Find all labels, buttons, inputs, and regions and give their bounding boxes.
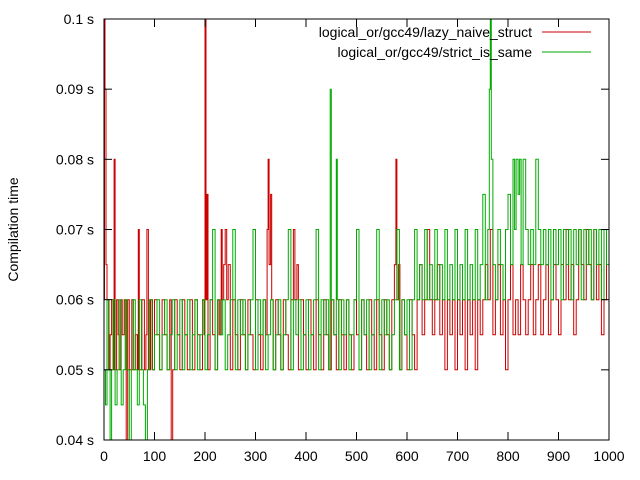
- legend-label: logical_or/gcc49/lazy_naive_struct: [319, 24, 532, 40]
- x-tick-label: 800: [496, 448, 520, 464]
- plot-area: [103, 18, 610, 441]
- y-tick-label: 0.05 s: [56, 362, 94, 378]
- legend-label: logical_or/gcc49/strict_is_same: [337, 44, 532, 60]
- y-axis-title: Compilation time: [5, 177, 21, 281]
- series-line-2: [104, 18, 610, 441]
- y-tick-label: 0.09 s: [56, 81, 94, 97]
- x-tick-label: 500: [345, 448, 369, 464]
- tick-marks: [103, 18, 610, 441]
- y-tick-label: 0.06 s: [56, 292, 94, 308]
- x-tick-label: 300: [244, 448, 268, 464]
- y-tick-label: 0.07 s: [56, 222, 94, 238]
- x-tick-label: 900: [547, 448, 571, 464]
- x-tick-label: 1000: [593, 448, 624, 464]
- y-tick-label: 0.08 s: [56, 151, 94, 167]
- axis-labels: 0.04 s 0.05 s 0.06 s 0.07 s 0.08 s 0.09 s 0.1 …: [56, 11, 625, 464]
- x-tick-label: 100: [143, 448, 167, 464]
- x-tick-label: 400: [294, 448, 318, 464]
- y-tick-label: 0.1 s: [64, 11, 94, 27]
- x-tick-label: 200: [193, 448, 217, 464]
- x-tick-label: 0: [100, 448, 108, 464]
- x-tick-label: 600: [395, 448, 419, 464]
- series-layer: [104, 18, 610, 441]
- x-tick-label: 700: [446, 448, 470, 464]
- legend: logical_or/gcc49/lazy_naive_structlogica…: [319, 24, 591, 60]
- y-tick-label: 0.04 s: [56, 432, 94, 448]
